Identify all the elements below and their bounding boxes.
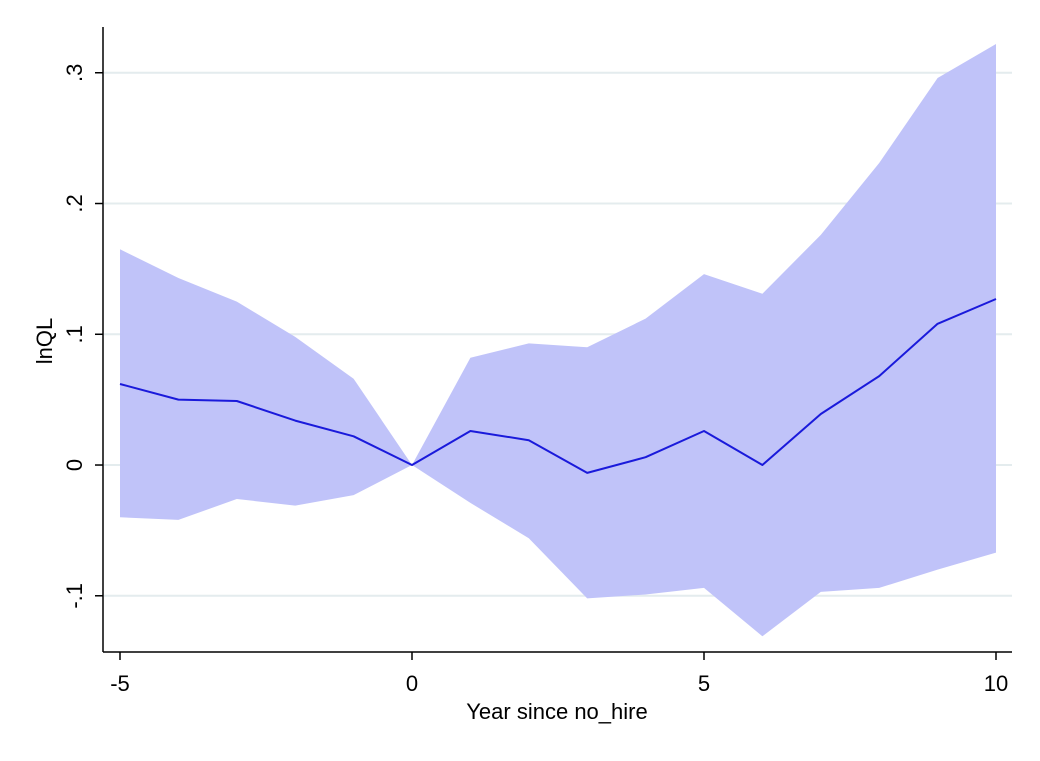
x-tick-label-1: 0: [406, 671, 418, 696]
confidence-band: [120, 44, 996, 637]
tick-labels: -.1 0 .1 .2 .3 -5 0 5 10: [62, 64, 1008, 696]
y-tick-label-0: -.1: [62, 583, 87, 609]
series-line: [119, 298, 997, 474]
y-tick-label-3: .2: [62, 194, 87, 212]
y-tick-label-2: .1: [62, 325, 87, 343]
series-line-0: [119, 298, 997, 474]
axes: [95, 27, 1012, 660]
y-tick-label-1: 0: [62, 459, 87, 471]
x-axis-title: Year since no_hire: [466, 699, 647, 724]
x-tick-label-2: 5: [698, 671, 710, 696]
y-axis-title: lnQL: [32, 318, 57, 364]
y-tick-label-4: .3: [62, 64, 87, 82]
x-tick-label-0: -5: [110, 671, 130, 696]
confidence-band-area: [120, 44, 996, 637]
x-tick-label-3: 10: [984, 671, 1008, 696]
